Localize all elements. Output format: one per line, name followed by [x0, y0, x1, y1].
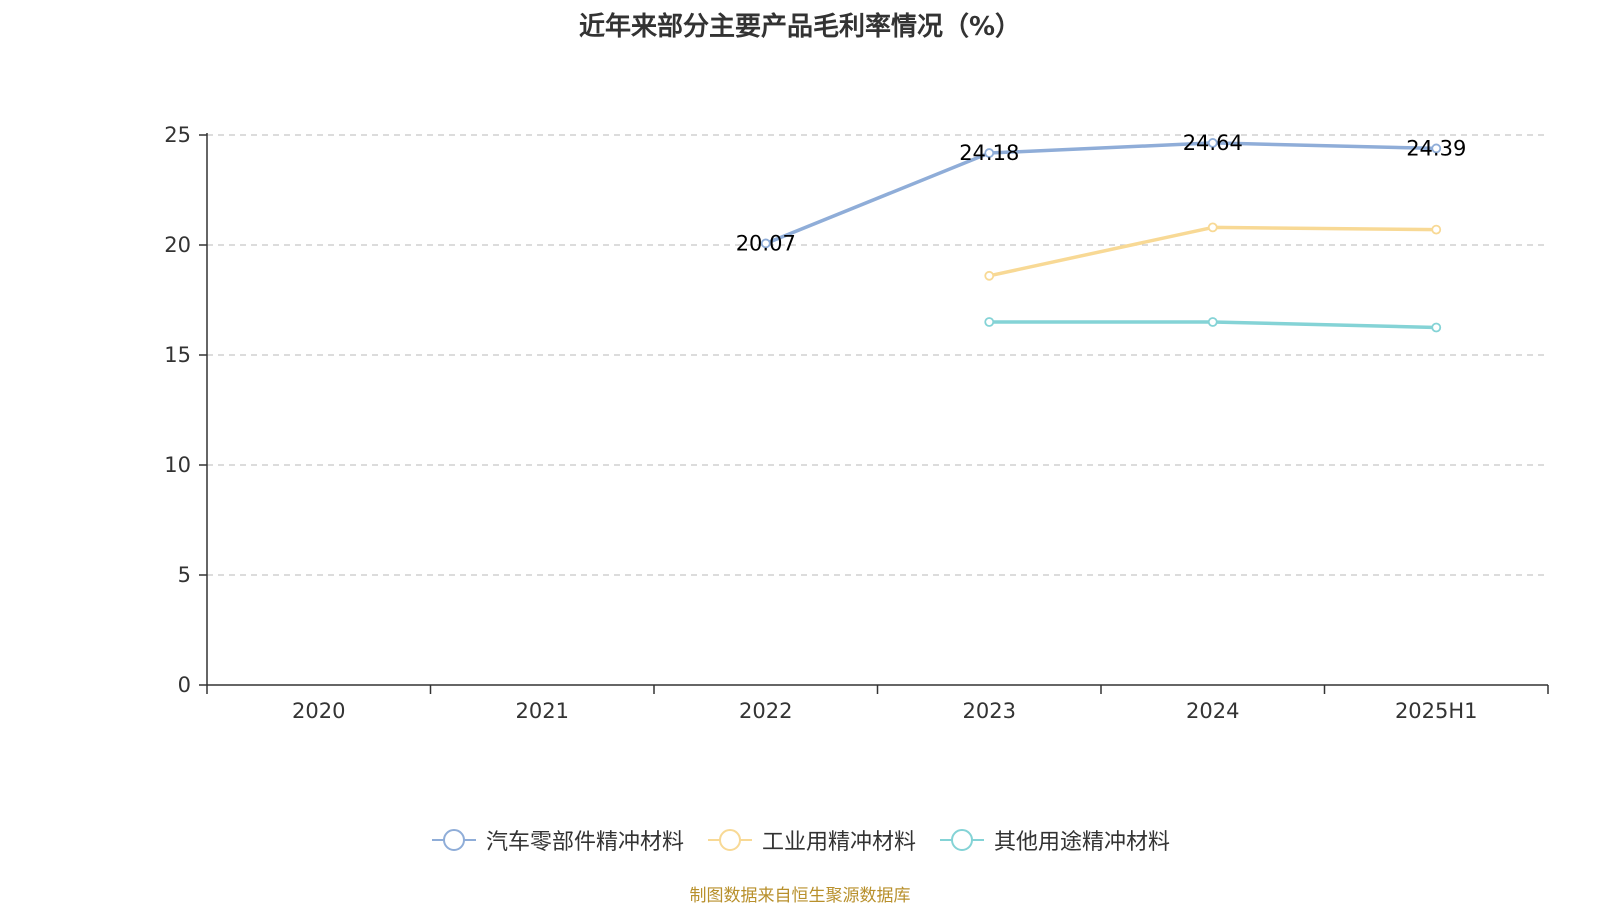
legend-line-circle-icon — [707, 829, 752, 851]
data-point — [1207, 222, 1218, 233]
series-group — [760, 138, 1442, 333]
legend-item-3[interactable]: 其他用途精冲材料 — [938, 824, 1170, 856]
y-tick-label: 15 — [164, 343, 191, 367]
data-point — [984, 317, 995, 327]
chart-title: 近年来部分主要产品毛利率情况（%） — [578, 12, 1022, 42]
legend-circle — [442, 829, 465, 851]
data-label: 24.64 — [1183, 131, 1243, 155]
y-tick-label: 10 — [164, 453, 191, 477]
y-tick-label: 0 — [178, 673, 191, 697]
y-tick-label: 20 — [164, 233, 191, 257]
data-label: 24.39 — [1406, 136, 1466, 160]
grid-lines — [207, 134, 1548, 576]
data-point — [1431, 224, 1442, 235]
legend-line-circle-icon — [431, 829, 476, 851]
x-tick-label: 2020 — [292, 699, 345, 723]
legend-label: 工业用精冲材料 — [761, 830, 916, 855]
line-chart: 0 5 10 15 20 25 2020 2021 2022 2023 2024 2025H1 20… — [164, 123, 1549, 723]
y-tick-label: 25 — [164, 123, 191, 147]
x-tick-label: 2025H1 — [1395, 699, 1478, 723]
legend-circle — [718, 829, 741, 851]
data-label: 20.07 — [736, 231, 796, 255]
legend-item-1[interactable]: 汽车零部件精冲材料 — [430, 824, 684, 856]
legend-line-circle-icon — [940, 829, 984, 851]
legend: 汽车零部件精冲材料 工业用精冲材料 其他用途精冲材料 — [0, 820, 1600, 860]
data-point — [760, 238, 771, 249]
x-tick-label: 2021 — [516, 699, 569, 723]
legend-circle — [951, 829, 973, 851]
data-labels: 20.07 24.18 24.64 24.39 — [736, 131, 1467, 256]
axes — [199, 133, 1549, 694]
x-tick-label: 2023 — [963, 699, 1016, 723]
data-point — [1207, 138, 1218, 148]
x-tick-label: 2022 — [739, 699, 792, 723]
y-tick-label: 5 — [178, 563, 191, 587]
legend-label: 汽车零部件精冲材料 — [485, 830, 684, 855]
data-point — [1431, 322, 1442, 333]
y-axis-tick-labels: 0 5 10 15 20 25 — [164, 123, 191, 697]
data-point — [1207, 317, 1218, 327]
source-note: 制图数据来自恒生聚源数据库 — [689, 886, 911, 906]
series-line-1 — [764, 141, 1438, 246]
data-label: 24.18 — [959, 141, 1019, 165]
x-tick-label: 2024 — [1186, 699, 1239, 723]
legend-item-2[interactable]: 工业用精冲材料 — [706, 824, 916, 856]
data-point — [984, 270, 995, 281]
data-point — [1431, 143, 1442, 154]
x-axis-tick-labels: 2020 2021 2022 2023 2024 2025H1 — [292, 699, 1478, 723]
data-point — [984, 148, 995, 158]
legend-label: 其他用途精冲材料 — [994, 830, 1171, 855]
series-line-2 — [987, 225, 1438, 278]
